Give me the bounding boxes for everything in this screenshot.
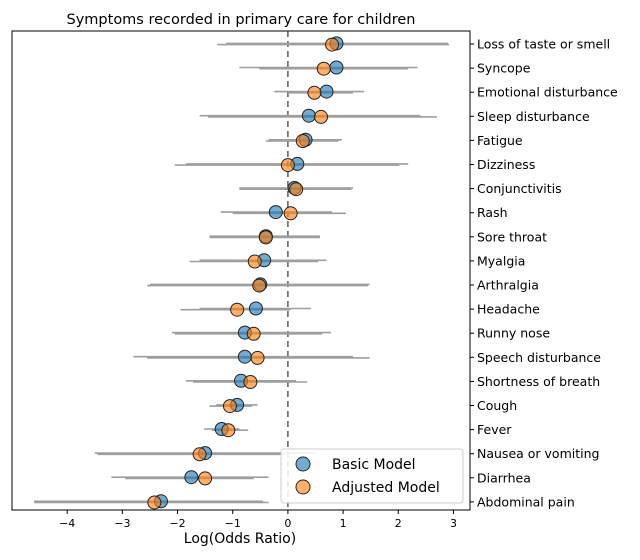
data-point xyxy=(198,471,213,486)
data-point xyxy=(319,84,334,99)
x-tick-label: 1 xyxy=(340,517,347,530)
data-point xyxy=(301,108,316,123)
data-point xyxy=(289,182,304,197)
x-tick-label: 2 xyxy=(395,517,402,530)
data-point xyxy=(247,254,262,269)
plot-frame xyxy=(11,30,471,511)
y-category-label: Sleep disturbance xyxy=(477,109,590,124)
data-point xyxy=(307,85,322,100)
data-point xyxy=(221,423,236,438)
data-point xyxy=(237,349,252,364)
x-axis-label: Log(Odds Ratio) xyxy=(184,531,296,547)
data-point xyxy=(258,230,273,245)
data-point xyxy=(314,109,329,124)
data-point xyxy=(246,326,261,341)
data-point xyxy=(268,205,283,220)
y-category-label: Rash xyxy=(477,205,508,220)
legend-label: Adjusted Model xyxy=(332,480,440,496)
y-category-label: Nausea or vomiting xyxy=(477,446,599,461)
legend-marker xyxy=(295,479,311,495)
y-category-label: Diarrhea xyxy=(477,470,531,485)
data-point xyxy=(248,301,263,316)
y-category-label: Sore throat xyxy=(477,229,547,244)
y-category-label: Fever xyxy=(477,422,512,437)
x-tick-label: 3 xyxy=(450,517,457,530)
y-category-label: Runny nose xyxy=(477,326,550,341)
legend-marker xyxy=(295,456,311,472)
y-category-label: Speech disturbance xyxy=(477,350,601,365)
x-tick-label: −1 xyxy=(225,517,241,530)
y-category-label: Conjunctivitis xyxy=(477,181,562,196)
y-category-label: Emotional disturbance xyxy=(477,85,618,100)
data-point xyxy=(329,60,344,75)
data-point xyxy=(283,206,298,221)
x-tick-label: −3 xyxy=(114,517,130,530)
chart-title: Symptoms recorded in primary care for ch… xyxy=(67,12,416,28)
y-category-label: Fatigue xyxy=(477,133,523,148)
data-point xyxy=(243,375,258,389)
data-point xyxy=(280,158,295,173)
data-point xyxy=(295,134,310,148)
y-category-label: Myalgia xyxy=(477,253,525,268)
x-tick-label: −2 xyxy=(169,517,185,530)
y-category-label: Headache xyxy=(477,302,540,317)
data-point xyxy=(316,61,331,76)
y-category-label: Cough xyxy=(477,398,517,413)
y-category-label: Syncope xyxy=(477,61,531,76)
y-category-label: Dizziness xyxy=(477,157,535,172)
y-category-label: Loss of taste or smell xyxy=(477,37,610,52)
data-point xyxy=(192,447,207,462)
y-category-label: Abdominal pain xyxy=(477,494,575,509)
data-point xyxy=(222,399,237,414)
y-category-label: Arthralgia xyxy=(477,278,539,293)
data-point xyxy=(252,278,267,293)
x-tick-label: 0 xyxy=(284,517,291,530)
legend-label: Basic Model xyxy=(332,457,416,473)
x-tick-label: −4 xyxy=(59,517,75,530)
y-category-label: Shortness of breath xyxy=(477,374,600,389)
data-point xyxy=(147,495,162,510)
data-point xyxy=(325,37,340,52)
data-point xyxy=(230,302,245,317)
data-point xyxy=(250,350,265,365)
legend-box xyxy=(280,448,464,504)
data-point xyxy=(184,470,199,485)
